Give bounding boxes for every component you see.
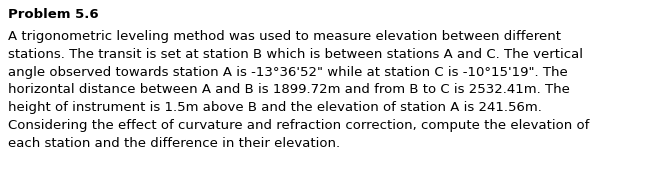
Text: angle observed towards station A is -13°36'52" while at station C is -10°15'19".: angle observed towards station A is -13°… [8,66,568,79]
Text: height of instrument is 1.5m above B and the elevation of station A is 241.56m.: height of instrument is 1.5m above B and… [8,101,542,114]
Text: Problem 5.6: Problem 5.6 [8,8,99,21]
Text: A trigonometric leveling method was used to measure elevation between different: A trigonometric leveling method was used… [8,30,561,43]
Text: stations. The transit is set at station B which is between stations A and C. The: stations. The transit is set at station … [8,48,583,61]
Text: each station and the difference in their elevation.: each station and the difference in their… [8,137,340,150]
Text: Considering the effect of curvature and refraction correction, compute the eleva: Considering the effect of curvature and … [8,119,589,132]
Text: horizontal distance between A and B is 1899.72m and from B to C is 2532.41m. The: horizontal distance between A and B is 1… [8,83,570,96]
